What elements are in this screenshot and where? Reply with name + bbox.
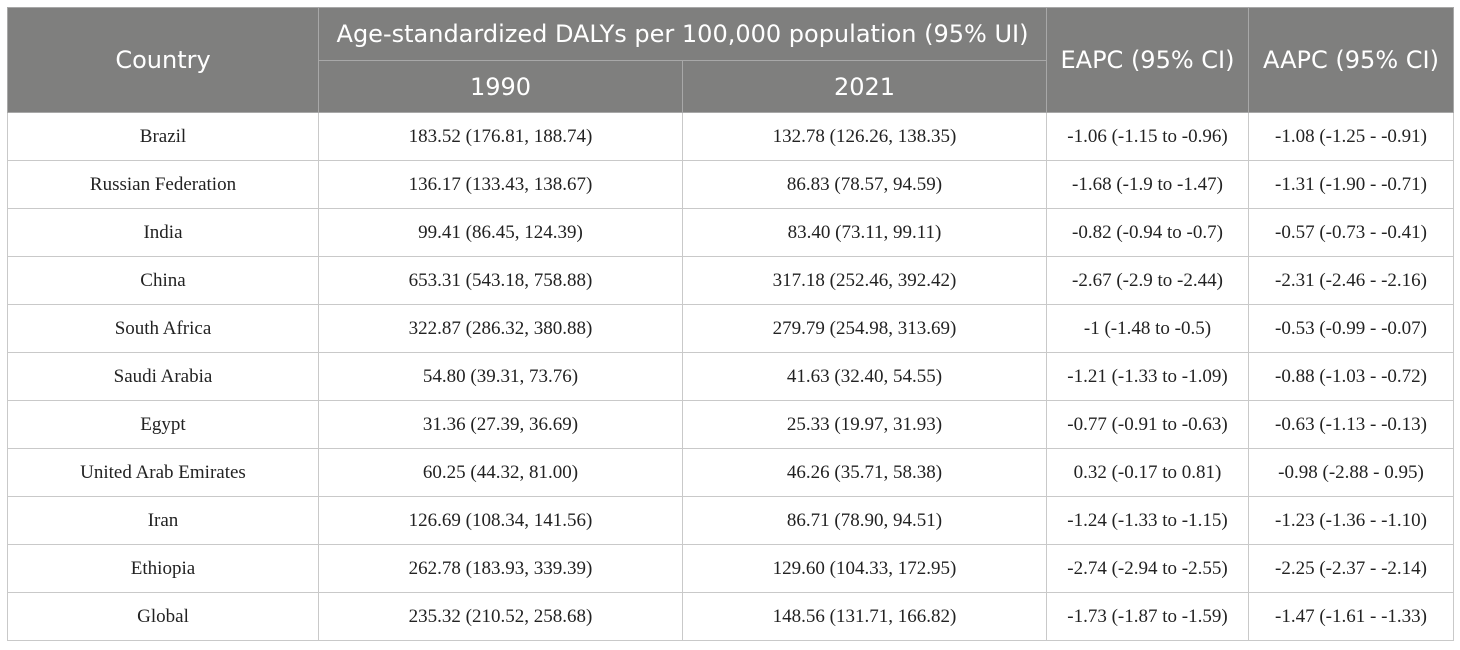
cell-2021: 148.56 (131.71, 166.82) xyxy=(682,592,1047,641)
cell-eapc: -2.74 (-2.94 to -2.55) xyxy=(1046,544,1249,593)
cell-country: Russian Federation xyxy=(7,160,319,209)
cell-2021: 25.33 (19.97, 31.93) xyxy=(682,400,1047,449)
table-row: Iran 126.69 (108.34, 141.56) 86.71 (78.9… xyxy=(7,496,1454,545)
cell-country: Global xyxy=(7,592,319,641)
cell-2021: 86.71 (78.90, 94.51) xyxy=(682,496,1047,545)
cell-2021: 279.79 (254.98, 313.69) xyxy=(682,304,1047,353)
cell-country: Egypt xyxy=(7,400,319,449)
cell-1990: 235.32 (210.52, 258.68) xyxy=(318,592,683,641)
cell-1990: 60.25 (44.32, 81.00) xyxy=(318,448,683,497)
cell-2021: 86.83 (78.57, 94.59) xyxy=(682,160,1047,209)
cell-eapc: -1 (-1.48 to -0.5) xyxy=(1046,304,1249,353)
cell-aapc: -1.31 (-1.90 - -0.71) xyxy=(1248,160,1454,209)
cell-2021: 129.60 (104.33, 172.95) xyxy=(682,544,1047,593)
cell-aapc: -0.57 (-0.73 - -0.41) xyxy=(1248,208,1454,257)
table-row: Russian Federation 136.17 (133.43, 138.6… xyxy=(7,160,1454,209)
cell-2021: 317.18 (252.46, 392.42) xyxy=(682,256,1047,305)
table-row: China 653.31 (543.18, 758.88) 317.18 (25… xyxy=(7,256,1454,305)
cell-country: Iran xyxy=(7,496,319,545)
cell-aapc: -1.23 (-1.36 - -1.10) xyxy=(1248,496,1454,545)
cell-1990: 54.80 (39.31, 73.76) xyxy=(318,352,683,401)
table-body: Brazil 183.52 (176.81, 188.74) 132.78 (1… xyxy=(7,112,1454,641)
cell-eapc: -1.21 (-1.33 to -1.09) xyxy=(1046,352,1249,401)
header-year-2021: 2021 xyxy=(682,60,1047,113)
cell-aapc: -2.31 (-2.46 - -2.16) xyxy=(1248,256,1454,305)
table-row: India 99.41 (86.45, 124.39) 83.40 (73.11… xyxy=(7,208,1454,257)
table-header: Country Age-standardized DALYs per 100,0… xyxy=(7,7,1454,113)
header-country: Country xyxy=(7,7,319,113)
cell-aapc: -1.08 (-1.25 - -0.91) xyxy=(1248,112,1454,161)
table-row: Brazil 183.52 (176.81, 188.74) 132.78 (1… xyxy=(7,112,1454,161)
cell-aapc: -0.98 (-2.88 - 0.95) xyxy=(1248,448,1454,497)
cell-aapc: -0.88 (-1.03 - -0.72) xyxy=(1248,352,1454,401)
cell-1990: 136.17 (133.43, 138.67) xyxy=(318,160,683,209)
table-row: South Africa 322.87 (286.32, 380.88) 279… xyxy=(7,304,1454,353)
table-row: Ethiopia 262.78 (183.93, 339.39) 129.60 … xyxy=(7,544,1454,593)
cell-country: Brazil xyxy=(7,112,319,161)
header-row-2: 1990 2021 xyxy=(8,60,1454,113)
cell-1990: 99.41 (86.45, 124.39) xyxy=(318,208,683,257)
header-dalys-group: Age-standardized DALYs per 100,000 popul… xyxy=(318,7,1047,61)
header-eapc: EAPC (95% CI) xyxy=(1046,7,1249,113)
cell-2021: 83.40 (73.11, 99.11) xyxy=(682,208,1047,257)
cell-1990: 31.36 (27.39, 36.69) xyxy=(318,400,683,449)
cell-country: India xyxy=(7,208,319,257)
cell-eapc: -1.73 (-1.87 to -1.59) xyxy=(1046,592,1249,641)
header-row-1: Country Age-standardized DALYs per 100,0… xyxy=(7,7,1454,113)
cell-country: China xyxy=(7,256,319,305)
cell-country: Saudi Arabia xyxy=(7,352,319,401)
cell-aapc: -0.53 (-0.99 - -0.07) xyxy=(1248,304,1454,353)
cell-eapc: -0.82 (-0.94 to -0.7) xyxy=(1046,208,1249,257)
cell-1990: 322.87 (286.32, 380.88) xyxy=(318,304,683,353)
table-row: Egypt 31.36 (27.39, 36.69) 25.33 (19.97,… xyxy=(7,400,1454,449)
cell-2021: 41.63 (32.40, 54.55) xyxy=(682,352,1047,401)
table-row: Global 235.32 (210.52, 258.68) 148.56 (1… xyxy=(7,592,1454,641)
cell-eapc: -2.67 (-2.9 to -2.44) xyxy=(1046,256,1249,305)
cell-aapc: -1.47 (-1.61 - -1.33) xyxy=(1248,592,1454,641)
cell-1990: 183.52 (176.81, 188.74) xyxy=(318,112,683,161)
cell-aapc: -2.25 (-2.37 - -2.14) xyxy=(1248,544,1454,593)
cell-2021: 132.78 (126.26, 138.35) xyxy=(682,112,1047,161)
cell-2021: 46.26 (35.71, 58.38) xyxy=(682,448,1047,497)
header-aapc: AAPC (95% CI) xyxy=(1248,7,1454,113)
cell-eapc: -1.68 (-1.9 to -1.47) xyxy=(1046,160,1249,209)
dalys-table: Country Age-standardized DALYs per 100,0… xyxy=(7,7,1454,641)
cell-eapc: 0.32 (-0.17 to 0.81) xyxy=(1046,448,1249,497)
header-year-1990: 1990 xyxy=(318,60,683,113)
cell-eapc: -1.06 (-1.15 to -0.96) xyxy=(1046,112,1249,161)
cell-country: Ethiopia xyxy=(7,544,319,593)
cell-1990: 262.78 (183.93, 339.39) xyxy=(318,544,683,593)
cell-1990: 126.69 (108.34, 141.56) xyxy=(318,496,683,545)
cell-eapc: -0.77 (-0.91 to -0.63) xyxy=(1046,400,1249,449)
dalys-table-container: Country Age-standardized DALYs per 100,0… xyxy=(7,7,1454,641)
cell-aapc: -0.63 (-1.13 - -0.13) xyxy=(1248,400,1454,449)
table-row: United Arab Emirates 60.25 (44.32, 81.00… xyxy=(7,448,1454,497)
cell-1990: 653.31 (543.18, 758.88) xyxy=(318,256,683,305)
cell-eapc: -1.24 (-1.33 to -1.15) xyxy=(1046,496,1249,545)
cell-country: South Africa xyxy=(7,304,319,353)
cell-country: United Arab Emirates xyxy=(7,448,319,497)
table-row: Saudi Arabia 54.80 (39.31, 73.76) 41.63 … xyxy=(7,352,1454,401)
